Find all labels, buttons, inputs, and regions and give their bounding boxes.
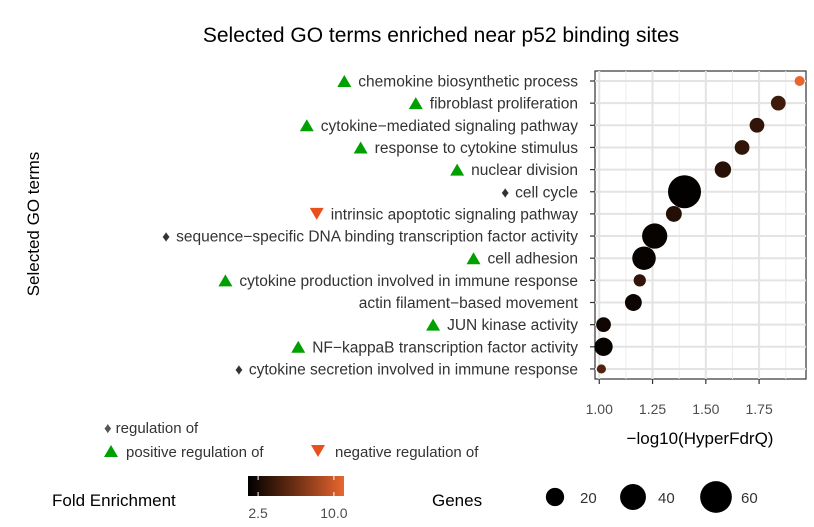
- triangle-up-icon: [299, 119, 314, 132]
- chart-title: Selected GO terms enriched near p52 bind…: [203, 24, 679, 47]
- color-legend-bar: [248, 476, 344, 496]
- y-tick-label: JUN kinase activity: [447, 317, 578, 334]
- data-point: [594, 337, 613, 356]
- color-tick-label: 10.0: [320, 505, 347, 521]
- y-tick-label: cell cycle: [515, 184, 578, 201]
- y-tick-label: response to cytokine stimulus: [375, 140, 579, 157]
- y-tick-label: sequence−specific DNA binding transcript…: [176, 229, 578, 246]
- triangle-up-icon: [353, 141, 368, 154]
- color-legend-title: Fold Enrichment: [52, 491, 176, 510]
- data-point: [714, 161, 732, 178]
- y-tick-label: cell adhesion: [488, 251, 578, 268]
- size-legend: Genes 20 40 60: [432, 481, 758, 513]
- data-point: [749, 117, 765, 133]
- triangle-up-icon: [218, 274, 233, 287]
- y-axis: chemokine biosynthetic process fibroblast…: [162, 74, 595, 378]
- size-legend-key: [545, 487, 565, 507]
- y-tick-label: cytokine production involved in immune r…: [239, 273, 578, 290]
- y-tick-label: fibroblast proliferation: [430, 96, 578, 113]
- y-tick-label: cytokine secretion involved in immune re…: [249, 361, 578, 378]
- data-point: [668, 175, 702, 209]
- data-points: [594, 75, 805, 374]
- triangle-up-icon: [291, 340, 306, 353]
- diamond-icon: ♦: [104, 420, 112, 437]
- size-legend-key: [620, 484, 646, 510]
- triangle-up-icon: [450, 163, 465, 176]
- data-point: [596, 317, 611, 333]
- size-legend-key: [700, 481, 732, 513]
- data-point: [642, 223, 668, 249]
- size-legend-label: 60: [741, 490, 758, 507]
- x-tick-label: 1.75: [745, 401, 772, 417]
- size-legend-title: Genes: [432, 491, 482, 510]
- diamond-icon: ♦: [501, 184, 509, 201]
- data-point: [734, 140, 750, 155]
- data-point: [632, 246, 656, 270]
- x-tick-label: 1.50: [692, 401, 719, 417]
- data-point: [770, 95, 786, 111]
- marker-legend-down-label: negative regulation of: [335, 444, 479, 461]
- y-tick-label: nuclear division: [471, 162, 578, 179]
- triangle-up-icon: [466, 252, 481, 265]
- y-tick-label: chemokine biosynthetic process: [358, 74, 578, 91]
- y-tick-label: intrinsic apoptotic signaling pathway: [331, 206, 579, 223]
- size-legend-label: 20: [580, 490, 597, 507]
- marker-legend: ♦ regulation of positive regulation of ne…: [104, 420, 479, 461]
- x-axis-title: −log10(HyperFdrQ): [627, 429, 774, 448]
- size-legend-label: 40: [658, 490, 675, 507]
- y-tick-label: NF−kappaB transcription factor activity: [312, 339, 578, 356]
- y-axis-title: Selected GO terms: [24, 152, 43, 297]
- diamond-icon: ♦: [235, 361, 243, 378]
- x-tick-label: 1.25: [639, 401, 666, 417]
- color-legend: Fold Enrichment 2.5 10.0: [52, 476, 348, 521]
- triangle-up-icon: [337, 75, 352, 87]
- data-point: [794, 75, 805, 87]
- color-tick-label: 2.5: [248, 505, 268, 521]
- marker-legend-up-label: positive regulation of: [126, 444, 264, 461]
- data-point: [624, 294, 642, 311]
- triangle-up-icon: [104, 445, 118, 457]
- y-tick-label: actin filament−based movement: [359, 295, 579, 312]
- data-point: [665, 205, 682, 222]
- diamond-icon: ♦: [162, 229, 170, 246]
- triangle-down-icon: [309, 207, 324, 220]
- data-point: [596, 364, 606, 374]
- triangle-up-icon: [426, 318, 441, 331]
- x-axis: 1.00 1.25 1.50 1.75: [586, 379, 773, 417]
- marker-legend-diamond-label: ♦ regulation of: [104, 420, 199, 437]
- y-tick-label: cytokine−mediated signaling pathway: [321, 118, 578, 135]
- data-point: [633, 274, 646, 287]
- triangle-down-icon: [311, 445, 325, 457]
- plot-panel: [594, 70, 807, 380]
- triangle-up-icon: [408, 97, 423, 110]
- x-tick-label: 1.00: [586, 401, 613, 417]
